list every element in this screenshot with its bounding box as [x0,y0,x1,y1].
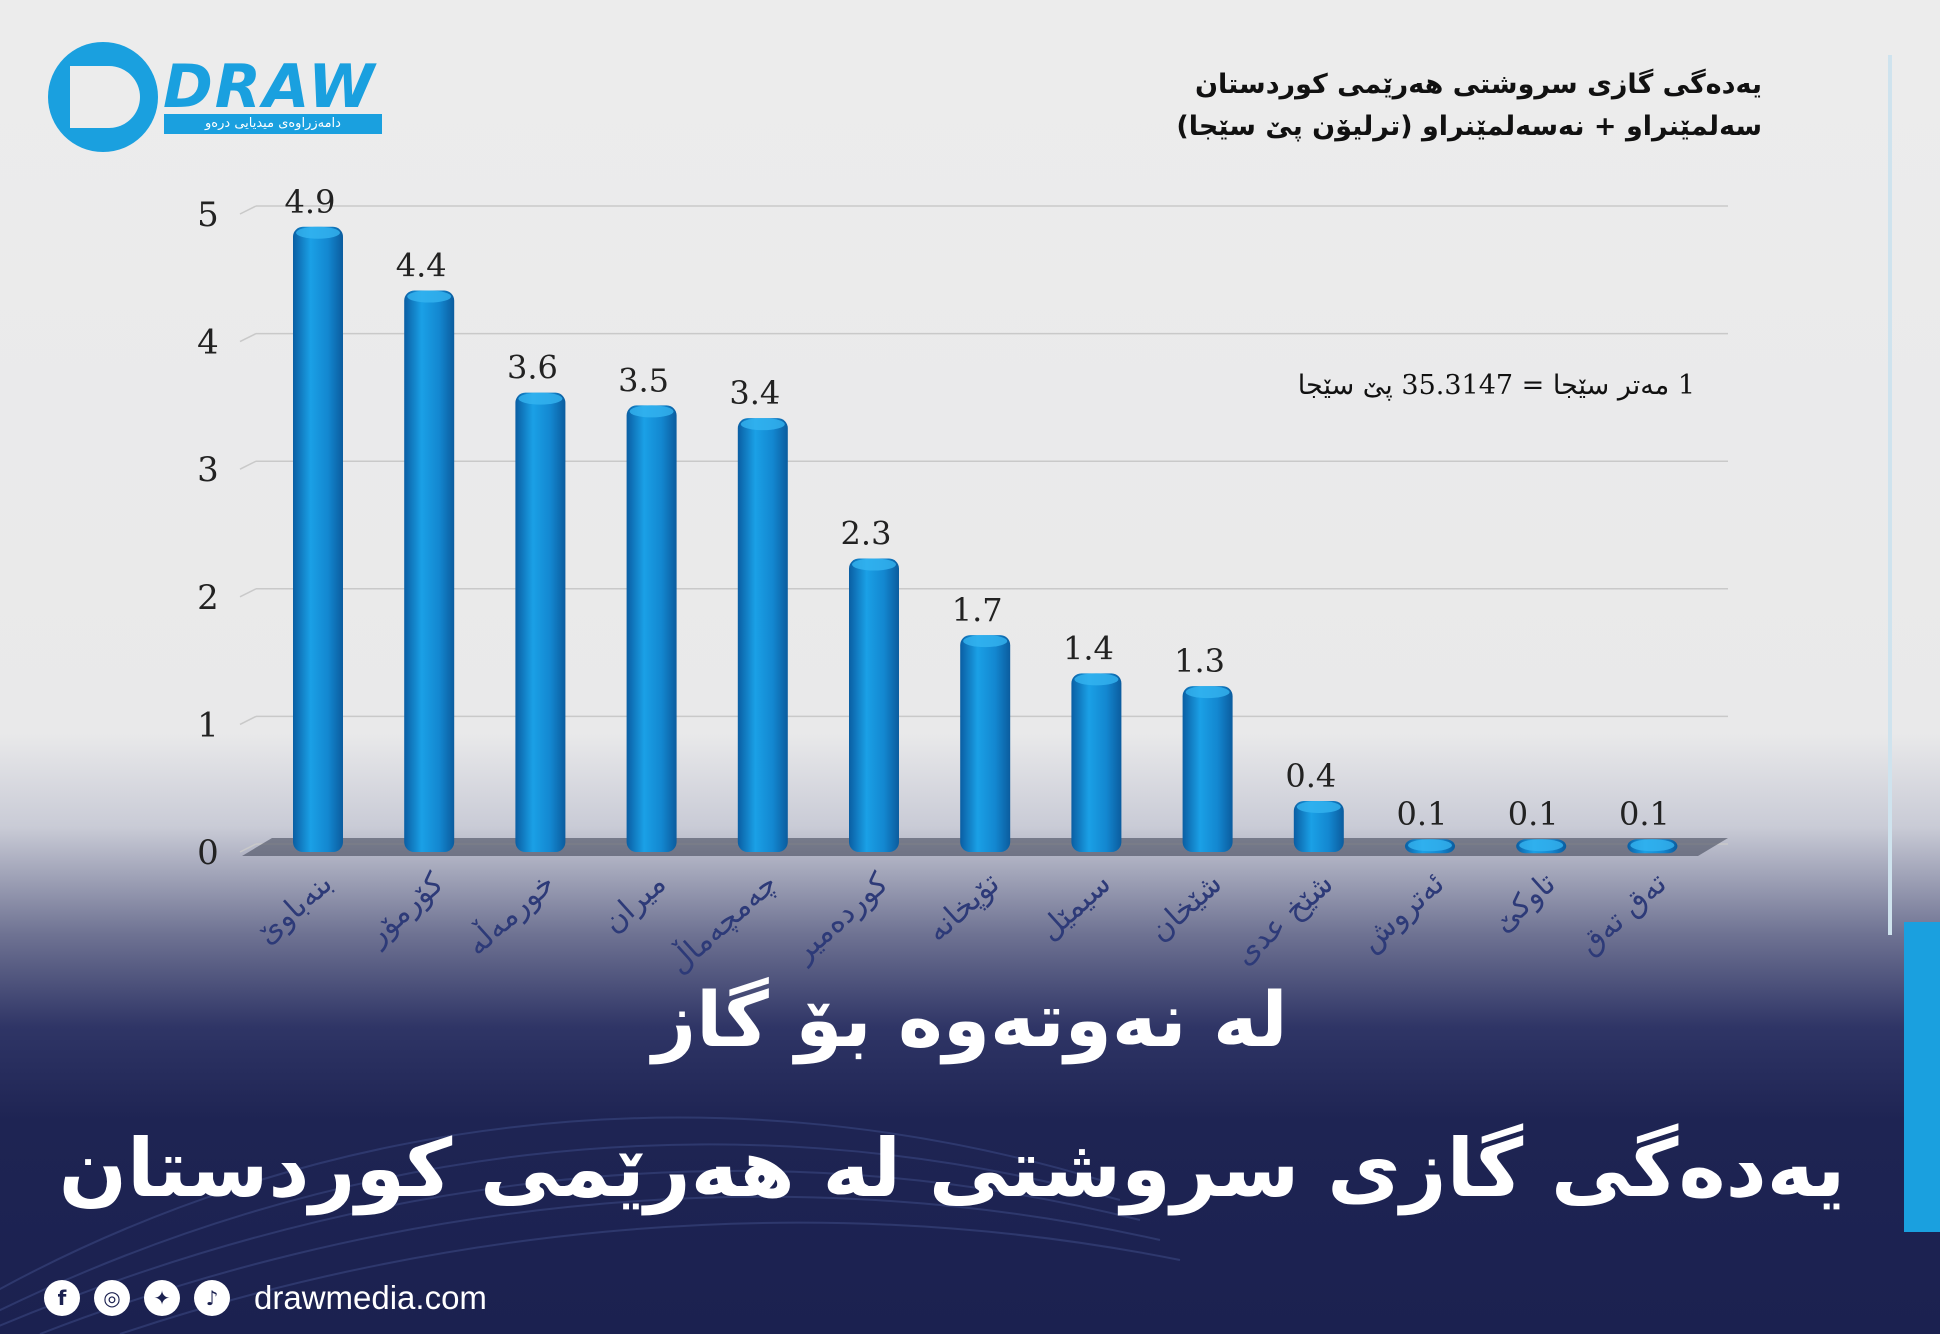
bar [1182,686,1233,852]
bar [293,226,343,852]
data-label: 3.5 [618,361,669,399]
x-tick-label: میران [596,866,673,940]
bar-cap [1408,839,1452,852]
bar [1293,800,1344,852]
unit-conversion-note: 1 مەتر سێجا = 35.3147 پێ سێجا [1297,370,1695,401]
frame-line [1888,55,1892,935]
bar-cap [740,418,785,431]
x-tick-label: تەق تەق [1572,866,1673,962]
bar-cap [407,290,452,303]
headline-line-2: یەدەگی گازی سروشتی لە هەرێمی کوردستان [58,1122,1846,1215]
x-tick-label: تۆپخانە [920,866,1007,949]
data-label: 4.4 [396,247,447,285]
gridline-stub [239,332,257,343]
bar [849,558,899,852]
bar-cap [1185,686,1230,699]
x-tick-label: سیمێل [1032,866,1117,948]
bar-cap [296,226,340,239]
data-label: 3.4 [729,374,780,412]
logo-text: DRAW [163,52,377,122]
chart-title-block: یەدەگی گازی سروشتی هەرێمی کوردستان سەلمێ… [1176,64,1762,148]
facebook-icon[interactable]: f [44,1280,80,1316]
twitter-icon[interactable]: ✦ [144,1280,180,1316]
logo-tagline: دامەزراوەی میدیایی درەو [164,114,382,134]
y-tick-label: 3 [197,450,219,490]
bar-cap [1630,839,1675,852]
y-tick-label: 0 [197,833,219,873]
gridline-stub [239,843,257,853]
x-tick-label: کوردەمیر [785,865,896,970]
y-tick-label: 1 [197,705,219,745]
chart-title: یەدەگی گازی سروشتی هەرێمی کوردستان [1194,69,1762,100]
bar-cap [1296,800,1341,813]
y-tick-label: 4 [197,323,219,363]
data-label: 0.1 [1397,795,1448,833]
bar [960,635,1011,852]
x-tick-label: کۆرمۆر [359,865,452,953]
x-tick-label: ئەتروش [1353,866,1451,959]
bar [515,392,566,852]
data-label: 2.3 [841,515,892,553]
x-tick-label: خورمەڵە [458,864,561,962]
tiktok-icon[interactable]: ♪ [194,1280,230,1316]
gridline-stub [239,588,257,598]
bar [1071,673,1122,852]
x-tick-label: بنەباوێ [250,866,340,952]
site-link[interactable]: drawmedia.com [254,1279,487,1316]
instagram-icon[interactable]: ◎ [94,1280,130,1316]
bar-chart: 0 1 2 3 4 5 4.9 بنەباوێ 4.4 کۆرمۆر 3.6 خورمەڵە 3.5 می… [197,183,1728,981]
gridline-stub [239,205,257,215]
data-label: 0.4 [1285,757,1336,795]
data-label: 1.4 [1063,629,1114,667]
bar-cap [852,558,896,571]
bar-cap [629,405,674,418]
x-tick-label: چەمچەماڵ [660,864,784,981]
x-tick-label: شێخان [1143,866,1229,949]
gridline-stub [239,715,257,726]
y-tick-label: 5 [197,195,219,235]
data-label: 1.7 [952,591,1003,629]
bar-cap [518,392,563,405]
x-tick-label: تاوکێ [1486,866,1562,940]
bar [626,405,677,852]
bar-cap [1519,839,1564,852]
bar-cap [963,635,1008,648]
bar-cap [1074,673,1119,686]
data-label: 1.3 [1174,642,1225,680]
gridline-stub [239,460,257,470]
data-label: 0.1 [1508,795,1559,833]
bar [737,418,788,852]
footer: f ◎ ✦ ♪ drawmedia.com [44,1278,487,1318]
headline-line-1: لە نەوتەوە بۆ گاز [652,975,1288,1064]
bar [404,290,455,852]
side-accent-bar [1904,922,1940,1232]
draw-logo: DRAW دامەزراوەی میدیایی درەو [48,42,382,152]
decorative-waves [0,1116,1181,1334]
x-tick-label: شێخ عدی [1227,866,1340,972]
data-label: 4.9 [285,183,336,221]
data-label: 0.1 [1619,795,1670,833]
y-tick-label: 2 [197,578,219,618]
chart-subtitle: سەلمێنراو + نەسەلمێنراو (ترلیۆن پێ سێجا) [1176,111,1762,142]
data-label: 3.6 [507,349,558,387]
